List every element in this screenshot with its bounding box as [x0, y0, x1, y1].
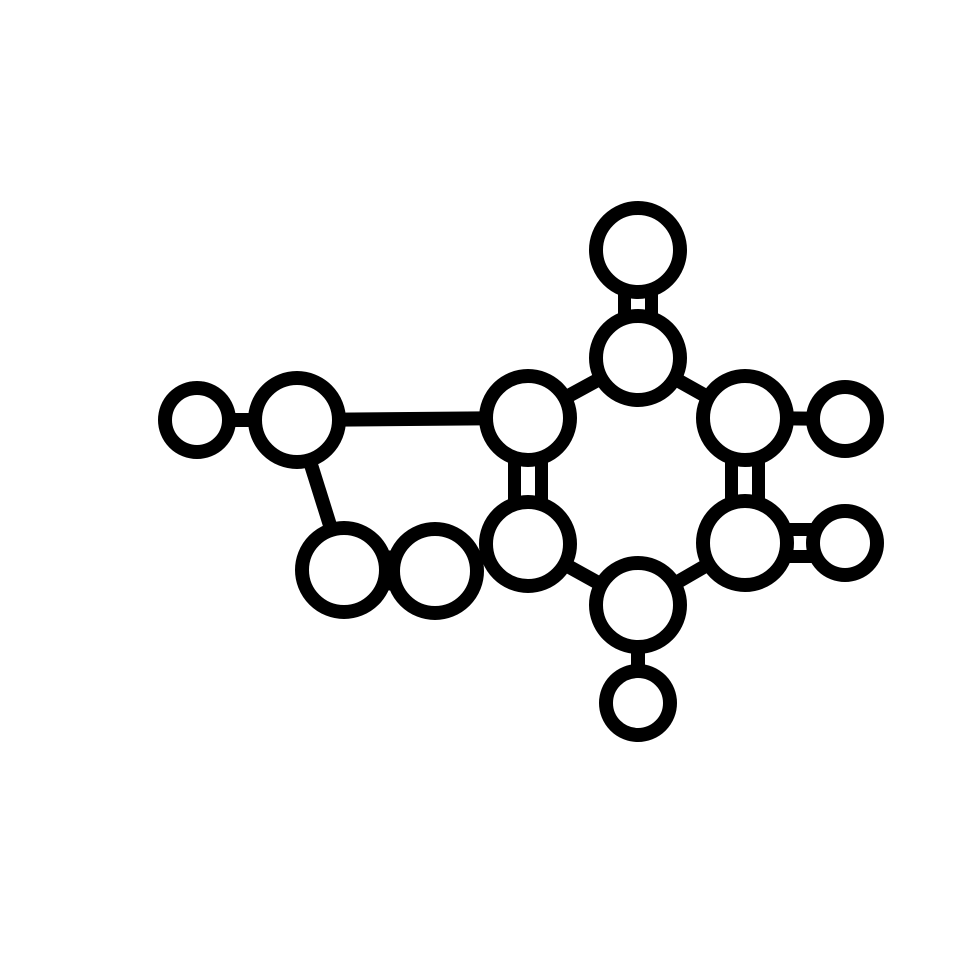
atom-node — [255, 378, 339, 462]
atom-node — [393, 529, 477, 613]
atom-node — [486, 376, 570, 460]
edges-layer — [197, 250, 845, 703]
atom-node — [486, 502, 570, 586]
atom-node — [302, 528, 386, 612]
atom-node — [165, 388, 229, 452]
atom-node — [813, 511, 877, 575]
atom-node — [606, 671, 670, 735]
atom-node — [703, 501, 787, 585]
molecule-diagram — [0, 0, 980, 980]
atom-node — [596, 208, 680, 292]
atom-node — [596, 316, 680, 400]
atom-node — [596, 563, 680, 647]
atom-node — [703, 376, 787, 460]
atom-node — [813, 387, 877, 451]
